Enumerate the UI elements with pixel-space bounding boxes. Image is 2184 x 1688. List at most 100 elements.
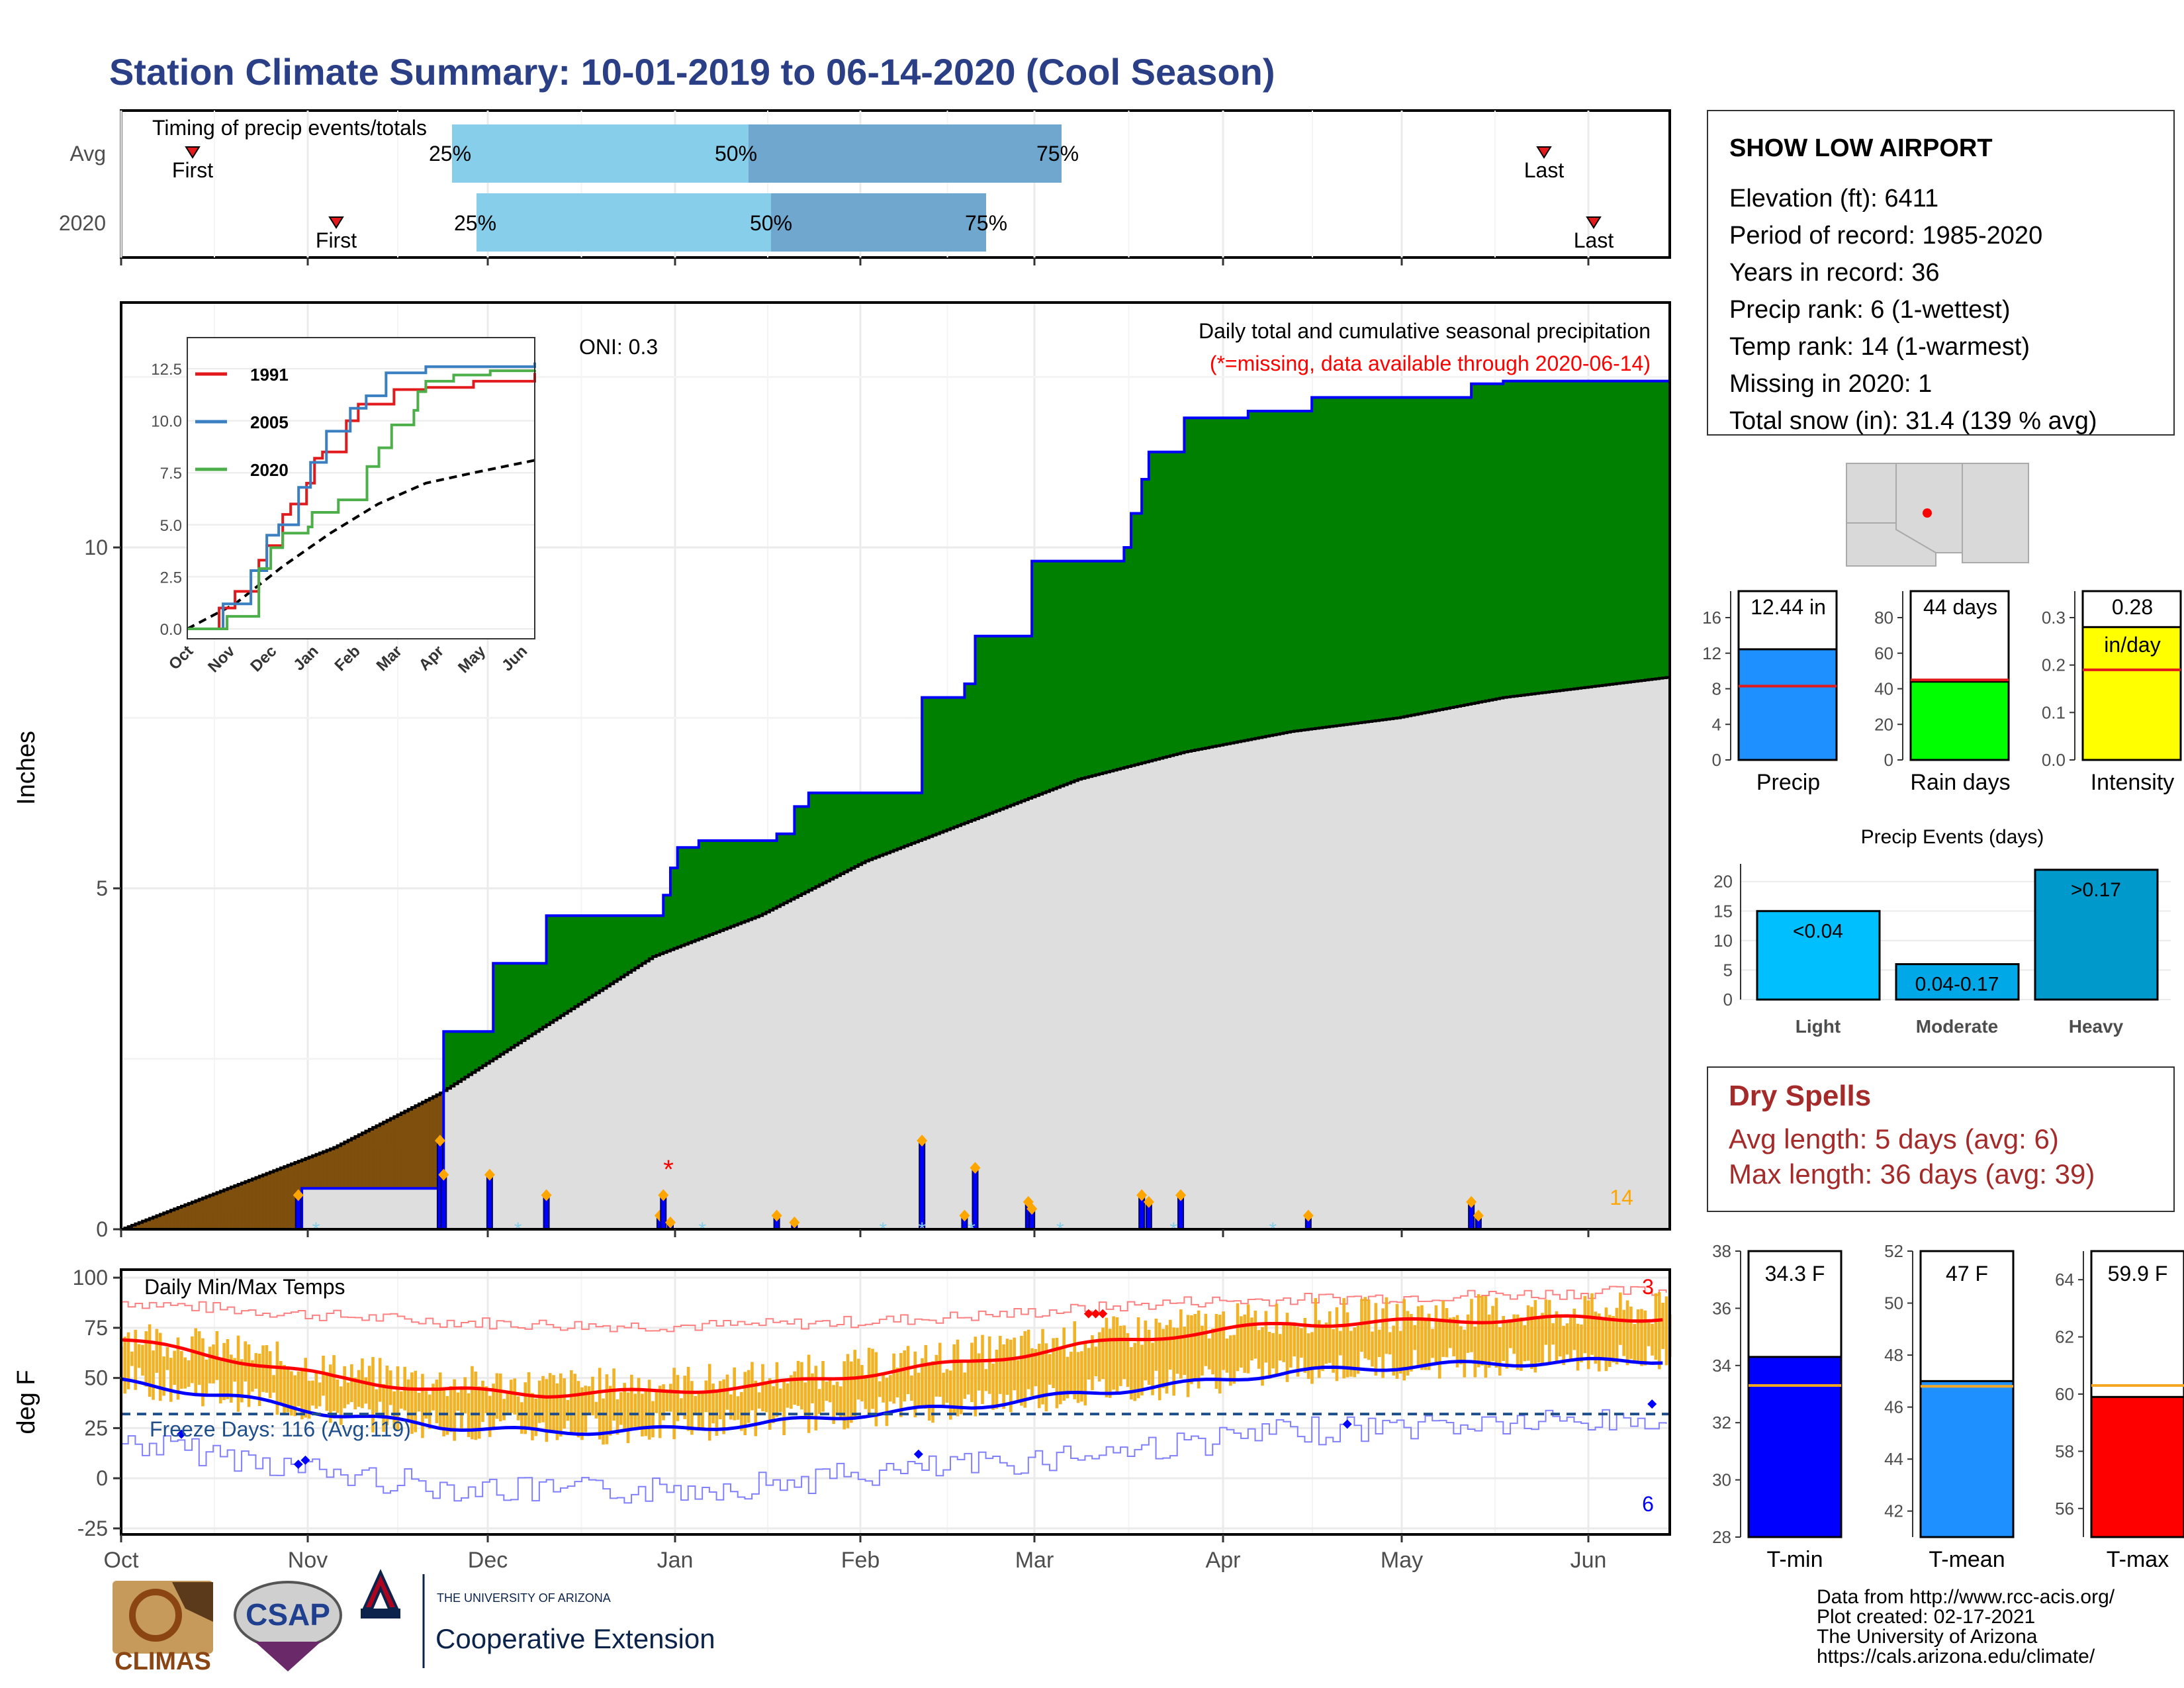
daily-temp-bar xyxy=(1441,1300,1445,1357)
daily-temp-bar xyxy=(623,1383,626,1429)
daily-temp-bar xyxy=(573,1374,577,1432)
daily-temp-bar xyxy=(1303,1318,1307,1373)
daily-temp-bar xyxy=(283,1365,286,1415)
temp-bar-tick-label: 50 xyxy=(1884,1293,1903,1313)
daily-temp-bar xyxy=(878,1381,882,1397)
daily-temp-bar xyxy=(945,1369,949,1403)
temp-bar-value xyxy=(1919,1380,2015,1538)
daily-temp-bar xyxy=(942,1372,945,1407)
daily-temp-bar xyxy=(1073,1321,1077,1399)
daily-temp-bar xyxy=(1604,1307,1608,1372)
2020-last-label: Last xyxy=(1574,228,1614,252)
daily-temp-bar xyxy=(817,1389,821,1414)
daily-temp-bar xyxy=(1335,1307,1339,1382)
daily-temp-bar xyxy=(882,1373,885,1403)
temp-bar-tick-label: 48 xyxy=(1884,1345,1903,1365)
daily-temp-bar xyxy=(155,1329,159,1373)
daily-temp-bar xyxy=(1494,1297,1498,1368)
summary-value-bar xyxy=(2081,626,2182,761)
daily-temp-bar xyxy=(722,1379,725,1434)
avg-p25: 25% xyxy=(429,142,471,165)
daily-temp-bar xyxy=(1037,1343,1041,1409)
daily-temp-bar xyxy=(984,1369,988,1391)
daily-temp-bar xyxy=(1590,1293,1594,1355)
missing-marker: * xyxy=(663,1155,674,1184)
daily-temp-bar xyxy=(754,1380,758,1436)
temp-bar-tick-label: 64 xyxy=(2055,1270,2074,1289)
daily-temp-bar xyxy=(1300,1328,1303,1358)
daily-temp-bar xyxy=(1108,1329,1112,1398)
daily-temp-bar xyxy=(350,1364,353,1403)
daily-temp-bar xyxy=(1278,1334,1282,1361)
precip-events-tick-label: 5 xyxy=(1723,960,1733,980)
daily-temp-bar xyxy=(1516,1314,1520,1370)
daily-temp-bar xyxy=(332,1355,336,1411)
temp-count-low: 6 xyxy=(1642,1492,1654,1516)
daily-temp-bar xyxy=(1296,1327,1300,1377)
daily-temp-bar xyxy=(1275,1303,1279,1374)
daily-temp-bar xyxy=(1367,1299,1371,1360)
daily-temp-bar xyxy=(169,1358,173,1402)
month-label: Feb xyxy=(841,1548,880,1573)
month-label: Mar xyxy=(1015,1548,1054,1573)
month-label: May xyxy=(1381,1548,1423,1573)
record-high-marker xyxy=(1091,1309,1101,1319)
temp-y-tick-label: -25 xyxy=(77,1517,108,1540)
daily-temp-bar xyxy=(1636,1309,1640,1363)
daily-temp-bar xyxy=(247,1344,251,1407)
daily-temp-bar xyxy=(378,1358,382,1402)
daily-temp-bar xyxy=(1161,1329,1165,1389)
climas-logo-text: CLIMAS xyxy=(114,1648,211,1675)
daily-temp-bar xyxy=(1580,1324,1583,1362)
daily-temp-bar xyxy=(772,1386,775,1423)
daily-temp-bar xyxy=(811,1373,814,1403)
credit-line-3: The University of Arizona xyxy=(1817,1626,2038,1648)
daily-temp-bar xyxy=(279,1361,283,1405)
daily-temp-bar xyxy=(406,1379,410,1420)
daily-temp-bar xyxy=(187,1360,191,1387)
daily-temp-bar xyxy=(1020,1335,1023,1406)
daily-temp-bar xyxy=(668,1383,672,1412)
daily-temp-bar xyxy=(1052,1338,1055,1389)
daily-temp-bar xyxy=(697,1391,701,1430)
daily-temp-bar xyxy=(998,1336,1002,1394)
dry-spells-max: Max length: 36 days (avg: 39) xyxy=(1729,1158,2095,1190)
daily-temp-bar xyxy=(1569,1316,1572,1360)
daily-temp-bar xyxy=(615,1399,619,1435)
summary-bar-label: Intensity xyxy=(2091,770,2175,795)
daily-temp-bar xyxy=(1410,1313,1413,1372)
daily-temp-bar xyxy=(995,1349,999,1409)
daily-temp-bar xyxy=(1424,1319,1428,1370)
daily-temp-bar xyxy=(1122,1325,1126,1380)
2020-p50: 50% xyxy=(750,211,792,235)
2020-p75: 75% xyxy=(965,211,1007,235)
daily-temp-bar xyxy=(782,1380,786,1436)
daily-temp-bar xyxy=(432,1383,435,1411)
daily-temp-bar xyxy=(963,1372,967,1399)
daily-temp-bar xyxy=(981,1335,984,1405)
daily-temp-bar xyxy=(1197,1310,1201,1389)
daily-temp-bar xyxy=(860,1365,864,1401)
daily-temp-bar xyxy=(396,1366,400,1431)
daily-temp-bar xyxy=(1083,1343,1087,1406)
daily-temp-bar xyxy=(1399,1331,1402,1374)
daily-temp-bar xyxy=(694,1395,698,1414)
inset-y-tick-label: 2.5 xyxy=(160,569,182,586)
daily-temp-bar xyxy=(747,1370,751,1423)
daily-temp-bar xyxy=(842,1361,846,1430)
daily-temp-bar xyxy=(733,1367,736,1421)
timing-label: Timing of precip events/totals xyxy=(152,116,427,140)
daily-temp-bar xyxy=(244,1341,248,1382)
daily-temp-bar xyxy=(1062,1327,1066,1401)
snow-marker xyxy=(664,1216,676,1229)
daily-temp-bar xyxy=(474,1371,478,1440)
daily-temp-bar xyxy=(1324,1322,1328,1364)
daily-temp-bar xyxy=(1576,1323,1580,1371)
month-label: Dec xyxy=(468,1548,508,1573)
daily-temp-bar xyxy=(1520,1317,1523,1371)
daily-temp-bar xyxy=(1615,1307,1619,1365)
page-title: Station Climate Summary: 10-01-2019 to 0… xyxy=(109,51,1275,93)
daily-temp-bar xyxy=(1222,1311,1225,1370)
daily-temp-bar xyxy=(229,1354,233,1403)
temp-y-tick-label: 25 xyxy=(84,1416,108,1440)
